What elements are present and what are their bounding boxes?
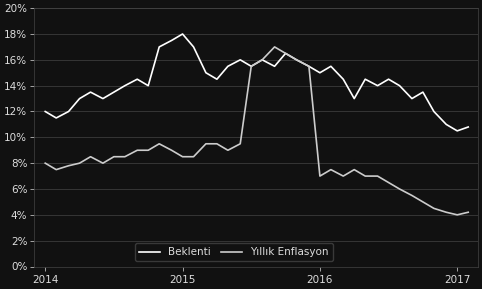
Line: Beklenti: Beklenti <box>45 34 468 131</box>
Beklenti <box>225 64 231 68</box>
Beklenti <box>375 84 380 87</box>
Beklenti <box>328 64 334 68</box>
Yıllık Enflasyon <box>191 155 197 158</box>
Beklenti <box>351 97 357 100</box>
Yıllık Enflasyon <box>272 45 278 49</box>
Yıllık Enflasyon <box>225 149 231 152</box>
Beklenti <box>203 71 209 75</box>
Beklenti <box>465 125 471 129</box>
Yıllık Enflasyon <box>443 210 449 214</box>
Yıllık Enflasyon <box>340 174 346 178</box>
Beklenti <box>88 90 94 94</box>
Yıllık Enflasyon <box>214 142 220 146</box>
Yıllık Enflasyon <box>169 149 174 152</box>
Beklenti <box>340 77 346 81</box>
Yıllık Enflasyon <box>409 194 415 197</box>
Yıllık Enflasyon <box>351 168 357 171</box>
Beklenti <box>169 39 174 42</box>
Beklenti <box>272 64 278 68</box>
Beklenti <box>443 123 449 126</box>
Yıllık Enflasyon <box>66 164 71 168</box>
Beklenti <box>111 90 117 94</box>
Beklenti <box>66 110 71 113</box>
Yıllık Enflasyon <box>328 168 334 171</box>
Beklenti <box>122 84 128 87</box>
Yıllık Enflasyon <box>100 162 106 165</box>
Beklenti <box>180 32 186 36</box>
Yıllık Enflasyon <box>362 174 368 178</box>
Beklenti <box>248 64 254 68</box>
Yıllık Enflasyon <box>42 162 48 165</box>
Beklenti <box>431 110 437 113</box>
Yıllık Enflasyon <box>122 155 128 158</box>
Yıllık Enflasyon <box>156 142 162 146</box>
Beklenti <box>146 84 151 87</box>
Beklenti <box>420 90 426 94</box>
Beklenti <box>54 116 59 120</box>
Beklenti <box>77 97 82 100</box>
Beklenti <box>397 84 402 87</box>
Beklenti <box>409 97 415 100</box>
Beklenti <box>237 58 243 62</box>
Yıllık Enflasyon <box>306 64 312 68</box>
Yıllık Enflasyon <box>259 58 265 62</box>
Legend: Beklenti, Yıllık Enflasyon: Beklenti, Yıllık Enflasyon <box>134 243 333 261</box>
Yıllık Enflasyon <box>146 149 151 152</box>
Beklenti <box>282 52 288 55</box>
Beklenti <box>191 45 197 49</box>
Beklenti <box>259 58 265 62</box>
Beklenti <box>386 77 391 81</box>
Beklenti <box>156 45 162 49</box>
Line: Yıllık Enflasyon: Yıllık Enflasyon <box>45 47 468 215</box>
Beklenti <box>214 77 220 81</box>
Yıllık Enflasyon <box>180 155 186 158</box>
Yıllık Enflasyon <box>317 174 323 178</box>
Yıllık Enflasyon <box>431 207 437 210</box>
Yıllık Enflasyon <box>111 155 117 158</box>
Yıllık Enflasyon <box>386 181 391 184</box>
Beklenti <box>362 77 368 81</box>
Beklenti <box>455 129 460 133</box>
Yıllık Enflasyon <box>420 200 426 204</box>
Yıllık Enflasyon <box>282 52 288 55</box>
Beklenti <box>294 58 299 62</box>
Yıllık Enflasyon <box>77 162 82 165</box>
Yıllık Enflasyon <box>203 142 209 146</box>
Beklenti <box>306 64 312 68</box>
Yıllık Enflasyon <box>54 168 59 171</box>
Beklenti <box>100 97 106 100</box>
Beklenti <box>317 71 323 75</box>
Yıllık Enflasyon <box>88 155 94 158</box>
Yıllık Enflasyon <box>294 58 299 62</box>
Yıllık Enflasyon <box>134 149 140 152</box>
Yıllık Enflasyon <box>237 142 243 146</box>
Beklenti <box>42 110 48 113</box>
Yıllık Enflasyon <box>397 187 402 191</box>
Yıllık Enflasyon <box>248 64 254 68</box>
Yıllık Enflasyon <box>465 210 471 214</box>
Yıllık Enflasyon <box>375 174 380 178</box>
Yıllık Enflasyon <box>455 213 460 216</box>
Beklenti <box>134 77 140 81</box>
